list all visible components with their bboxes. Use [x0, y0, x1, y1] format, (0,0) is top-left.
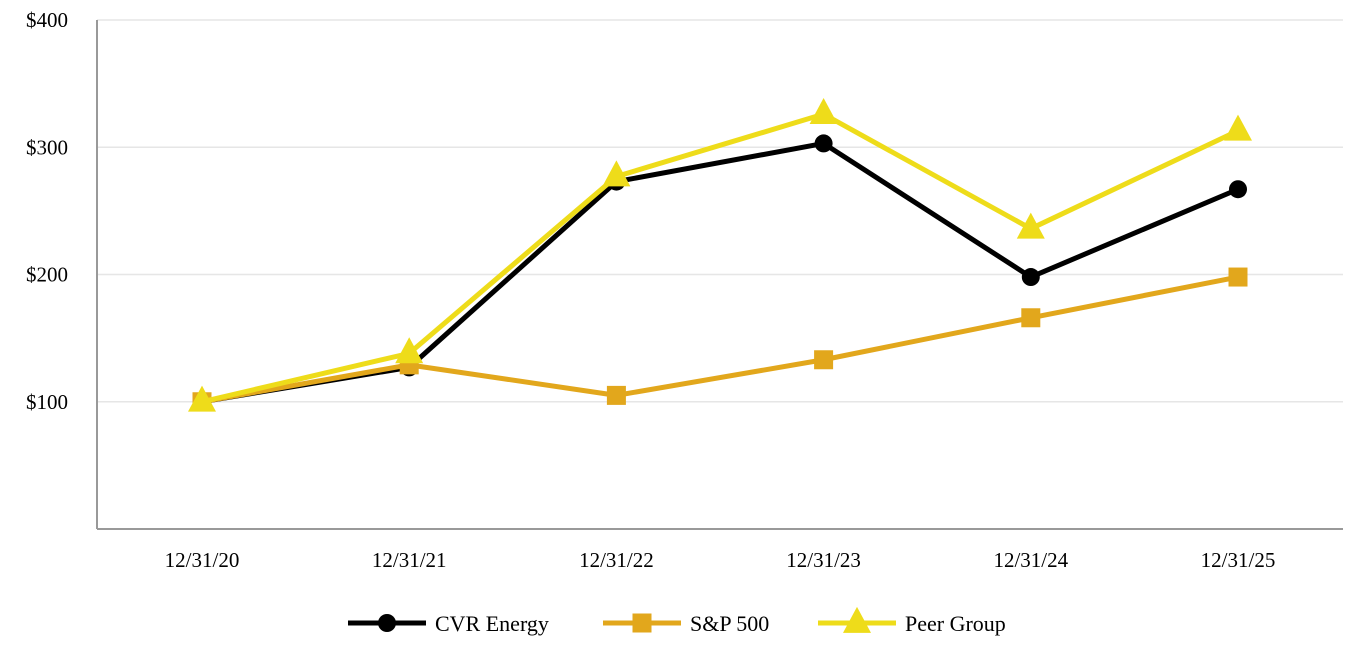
- gridlines: [97, 19, 1343, 403]
- x-axis-tick-labels: 12/31/20 12/31/21 12/31/22 12/31/23 12/31/24…: [165, 548, 1276, 572]
- y-tick-label: $300: [26, 135, 68, 159]
- y-tick-label: $100: [26, 390, 68, 414]
- data-point-s-p-500: [1228, 267, 1248, 287]
- series-peer-group: [188, 98, 1252, 412]
- legend-item-cvr-energy: CVR Energy: [348, 611, 549, 636]
- legend-label: CVR Energy: [435, 611, 549, 636]
- legend-label: S&P 500: [690, 611, 769, 636]
- x-tick-label: 12/31/20: [165, 548, 240, 572]
- data-point-peer-group: [809, 98, 838, 125]
- legend-marker-cvr-energy: [378, 614, 396, 632]
- data-point-cvr-energy: [1021, 268, 1040, 287]
- series-s-p-500: [192, 267, 1248, 412]
- data-point-peer-group: [395, 337, 424, 364]
- legend: CVR Energy S&P 500 Peer Group: [348, 606, 1006, 636]
- legend-item-peer-group: Peer Group: [818, 606, 1006, 636]
- data-point-peer-group: [1016, 212, 1045, 239]
- data-point-s-p-500: [814, 350, 834, 370]
- data-point-peer-group: [1224, 114, 1252, 141]
- y-axis-tick-labels: $100 $200 $300 $400: [26, 8, 68, 414]
- data-point-s-p-500: [606, 385, 626, 405]
- legend-marker-peer-group: [843, 606, 871, 633]
- x-tick-label: 12/31/23: [786, 548, 861, 572]
- legend-item-s-p-500: S&P 500: [603, 611, 769, 636]
- x-tick-label: 12/31/22: [579, 548, 654, 572]
- data-point-cvr-energy: [814, 134, 833, 153]
- legend-label: Peer Group: [905, 611, 1006, 636]
- legend-marker-s-p-500: [632, 613, 652, 633]
- series-lines: [188, 98, 1252, 412]
- series-line-s-p-500: [201, 274, 1239, 405]
- data-point-cvr-energy: [1229, 180, 1247, 199]
- y-tick-label: $200: [26, 263, 68, 287]
- x-tick-label: 12/31/24: [993, 548, 1068, 572]
- y-tick-label: $400: [26, 8, 68, 32]
- axes: [96, 20, 1343, 530]
- x-tick-label: 12/31/21: [372, 548, 447, 572]
- data-point-peer-group: [188, 385, 216, 412]
- data-point-peer-group: [602, 160, 631, 187]
- series-line-peer-group: [201, 111, 1240, 405]
- x-tick-label: 12/31/25: [1201, 548, 1276, 572]
- data-point-s-p-500: [1021, 308, 1041, 328]
